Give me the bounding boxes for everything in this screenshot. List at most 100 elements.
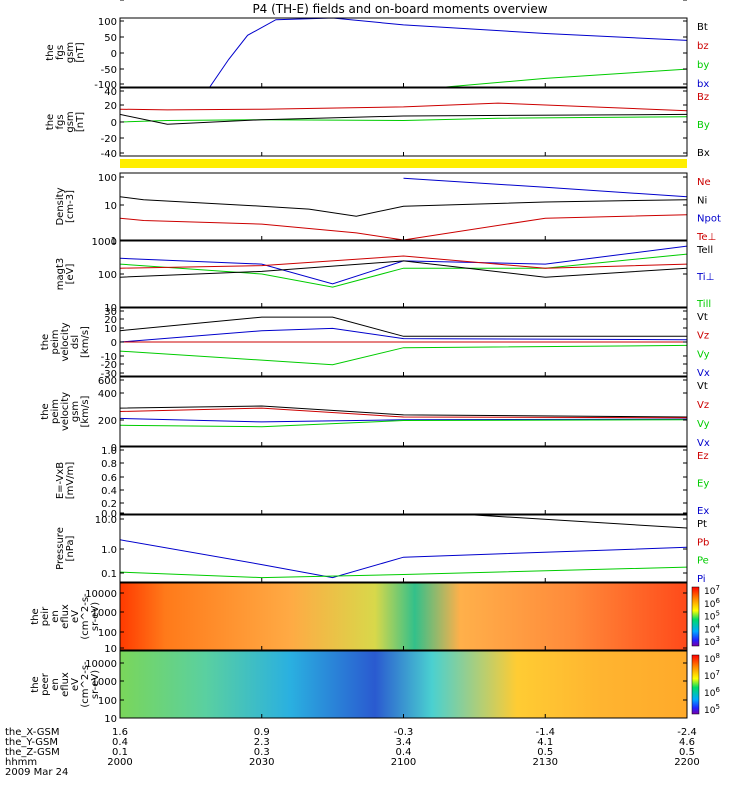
legend-label: bx (697, 79, 709, 90)
x-row-label: hhmm (5, 757, 37, 768)
colorbar-tick-label: 105 (704, 703, 720, 716)
y-tick-label: -400 (94, 0, 117, 3)
x-row-label: the_Y-GSM (5, 737, 58, 748)
yellow-flag-bar (120, 159, 687, 168)
y-tick-label: 0.1 (101, 569, 117, 580)
y-axis-label: [nPa] (65, 535, 76, 561)
y-axis-label: the (30, 676, 41, 692)
y-axis-label: the (45, 44, 56, 60)
x-row-value: 0.4 (396, 747, 412, 758)
y-tick-label: 0.4 (101, 486, 117, 497)
y-axis-label: sr-eV) (90, 602, 101, 631)
y-axis-label: peim (50, 329, 61, 354)
legend-label: Ez (697, 451, 709, 462)
series-group (120, 405, 687, 428)
x-row-value: 0.4 (112, 737, 128, 748)
series-line-Ne (120, 214, 687, 240)
y-tick-label: 20 (104, 101, 117, 112)
y-tick-label: -200 (94, 0, 117, 3)
x-row-value: 4.6 (679, 737, 695, 748)
x-row-value: 3.4 (396, 737, 412, 748)
y-axis-label: [nT] (75, 42, 86, 62)
legend-label: By (697, 120, 710, 131)
y-tick-label: 30 (104, 307, 117, 318)
legend-label: Vz (697, 331, 709, 342)
panel-frame (119, 376, 688, 447)
y-tick-label: 20 (104, 315, 117, 326)
x-row-value: 2130 (533, 757, 558, 768)
series-line-Vx (120, 327, 687, 343)
y-axis-label: magt3 (55, 258, 66, 291)
panel-4: Tell Ti⊥ Till 1000 100 10 magt3 [eV] (55, 237, 714, 314)
x-row-value: 0.9 (254, 727, 270, 738)
panel-frame (119, 446, 688, 515)
y-tick-label: 0 (111, 49, 117, 60)
legend-label: bz (697, 41, 709, 52)
y-axis-label: fgs (55, 114, 66, 129)
series-line-Vx (120, 417, 687, 423)
legend-label: by (697, 60, 709, 71)
y-axis-label: en (50, 678, 61, 691)
y-axis-label: velocity (60, 322, 71, 361)
y-tick-label: 1000 (92, 677, 117, 688)
y-tick-label: 10 (104, 714, 117, 725)
series-line-Ti⊥ (120, 245, 687, 285)
series-line-Vt (120, 405, 687, 418)
x-row-value: 2030 (249, 757, 274, 768)
y-axis-label: dsl (70, 335, 81, 349)
legend-label: Till (696, 299, 711, 310)
y-axis-label: eflux (60, 604, 71, 629)
panel-10: 108 107 106 105 10000 1000 100 10 the peer en eflux… (30, 650, 720, 725)
x-row-value: 2200 (674, 757, 699, 768)
legend-label: Bz (697, 92, 709, 103)
y-tick-label: 100 (98, 173, 117, 184)
colorbar-exponent: 5 (715, 610, 719, 618)
legend-label: Pi (697, 574, 706, 585)
x-row-value: 2100 (391, 757, 416, 768)
y-tick-label: 400 (98, 389, 117, 400)
y-tick-label: 10 (104, 324, 117, 335)
y-axis-label: [cm-3] (65, 190, 76, 223)
y-tick-label: -50 (101, 65, 117, 76)
y-axis-label: eV (70, 610, 81, 623)
y-tick-label: 100 (98, 270, 117, 281)
y-axis-label: (cm^2-s- (80, 661, 91, 708)
legend-label: Ey (697, 479, 709, 490)
y-axis-label: gsm (65, 111, 76, 132)
y-tick-label: 10 (104, 303, 117, 314)
y-tick-label: 0.8 (101, 459, 117, 470)
series-line-Te⊥ (120, 255, 687, 269)
colorbar-exponent: 6 (715, 686, 720, 694)
y-axis-label: the (45, 114, 56, 130)
colorbar-exponent: 7 (715, 584, 719, 592)
figure-title: P4 (TH-E) fields and on-board moments ov… (252, 2, 547, 16)
x-row-label: the_Z-GSM (5, 747, 60, 758)
y-axis-label: peir (40, 606, 51, 626)
series-line-Pe (120, 566, 687, 579)
y-axis-label: the (40, 403, 51, 419)
series-line-Ni (120, 196, 687, 217)
legend-label: Ni (697, 195, 707, 206)
y-tick-label: 0 (111, 338, 117, 349)
series-group (120, 177, 687, 240)
colorbar-tick-label: 105 (704, 610, 720, 623)
y-axis-label: the (40, 334, 51, 350)
y-tick-label: -30 (101, 369, 117, 380)
series-line-Vy (120, 344, 687, 366)
y-tick-label: 0.6 (101, 473, 117, 484)
panel-1: Bt bz by bx 100 50 0 -50 -100 the fgs gsm [nT] (45, 17, 709, 91)
y-tick-label: 10000 (85, 589, 117, 600)
series-group (120, 316, 687, 366)
y-tick-label: 40 (104, 87, 117, 98)
series-line-Tell (120, 260, 687, 278)
y-tick-label: 600 (98, 376, 117, 387)
y-axis-label: the (30, 608, 41, 624)
y-axis-label: [nT] (75, 112, 86, 132)
y-tick-label: 0.2 (101, 499, 117, 510)
y-axis-label: (cm^2-s- (80, 593, 91, 640)
y-axis-label: peer (40, 672, 51, 696)
y-axis-label: en (50, 610, 61, 623)
y-tick-label: 100 (98, 17, 117, 28)
